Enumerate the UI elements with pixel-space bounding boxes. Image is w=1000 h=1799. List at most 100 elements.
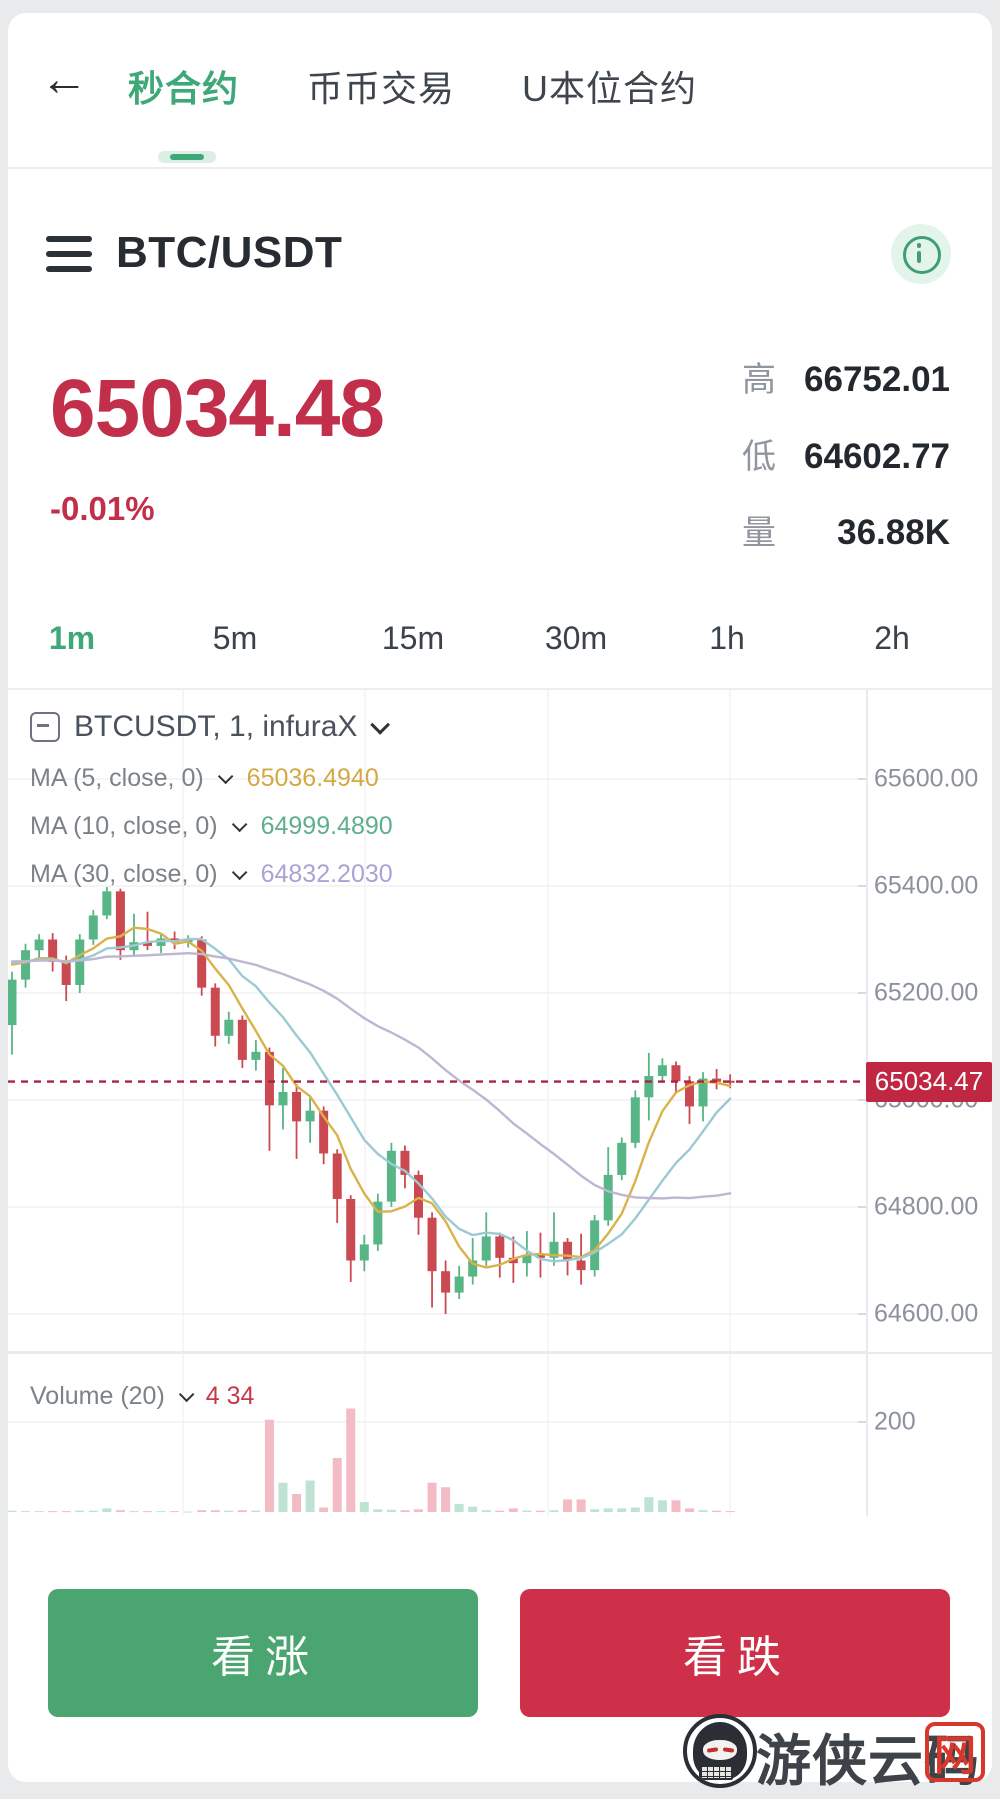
stat-volume-label: 量 (742, 514, 776, 552)
buy-up-button[interactable]: 看涨 (48, 1589, 478, 1717)
price-change-percent: -0.01% (50, 490, 155, 527)
collapse-pane-icon[interactable] (30, 712, 60, 742)
back-arrow-icon[interactable]: ← (40, 53, 88, 106)
candle-body (346, 1198, 356, 1261)
candle-body (549, 1241, 559, 1258)
candle-body (197, 939, 207, 988)
volume-bar (386, 1509, 396, 1512)
ma10-legend[interactable]: MA (10, close, 0) 64999.4890 (30, 812, 393, 841)
chevron-down-icon[interactable] (231, 864, 247, 881)
timeframe-divider (8, 688, 992, 690)
candle-body (210, 987, 220, 1036)
chevron-down-icon[interactable] (178, 1386, 195, 1403)
volume-bar (102, 1508, 112, 1512)
volume-bar (61, 1511, 71, 1513)
tab-spot-trading[interactable]: 币币交易 (307, 68, 456, 109)
candle-body (522, 1255, 532, 1264)
volume-bar (657, 1500, 667, 1512)
candle-body (576, 1260, 586, 1271)
timeframe-1m[interactable]: 1m (48, 620, 96, 656)
candle-body (373, 1201, 383, 1245)
volume-bar (644, 1497, 654, 1512)
candle-body (264, 1051, 274, 1106)
ma30-legend[interactable]: MA (30, close, 0) 64832.2030 (30, 860, 393, 889)
candle-body (156, 938, 166, 946)
chevron-down-icon[interactable] (217, 768, 234, 785)
candle-body (685, 1081, 694, 1107)
volume-bar (630, 1507, 640, 1512)
candle-body (386, 1150, 396, 1202)
volume-bar (685, 1508, 694, 1512)
volume-legend-value: 4 34 (205, 1382, 255, 1410)
candle-body (671, 1065, 681, 1082)
timeframe-15m[interactable]: 15m (381, 620, 445, 656)
tab-usdt-contract[interactable]: U本位合约 (522, 68, 697, 109)
MA5-line (10, 926, 732, 1269)
y-axis-label: 65400.00 (874, 871, 979, 900)
y-axis-label: 65600.00 (874, 764, 979, 793)
candle-body (48, 939, 58, 962)
volume-bar (210, 1510, 220, 1512)
volume-bar (481, 1510, 491, 1512)
ma30-value: 64832.2030 (260, 860, 393, 888)
stat-volume: 量 36.88K (742, 505, 950, 552)
candle-body (644, 1075, 654, 1098)
volume-bar (603, 1508, 613, 1512)
sell-down-button[interactable]: 看跌 (520, 1589, 950, 1717)
stat-high-value: 66752.01 (804, 360, 950, 399)
chevron-down-icon[interactable] (231, 816, 247, 833)
timeframe-5m[interactable]: 5m (212, 620, 258, 656)
volume-bar (183, 1511, 193, 1513)
volume-bar (115, 1510, 125, 1512)
candle-body (698, 1078, 708, 1107)
candle-body (603, 1174, 613, 1221)
volume-bar (156, 1511, 166, 1513)
volume-bar (522, 1510, 532, 1512)
candle-body (278, 1091, 288, 1106)
candle-body (441, 1271, 451, 1293)
candle-body (725, 1080, 735, 1083)
candle-body (332, 1153, 342, 1199)
volume-bar (251, 1510, 261, 1512)
tab-seconds-contract[interactable]: 秒合约 (128, 68, 240, 109)
volume-bar (88, 1510, 98, 1512)
stat-volume-value: 36.88K (837, 513, 950, 552)
stat-low-label: 低 (742, 438, 776, 476)
candle-body (617, 1142, 627, 1175)
nav-divider (8, 167, 992, 169)
timeframe-1h[interactable]: 1h (709, 620, 745, 656)
volume-bar (143, 1511, 152, 1513)
ma5-legend[interactable]: MA (5, close, 0) 65036.4940 (30, 764, 379, 793)
candlestick-chart[interactable] (8, 690, 866, 1516)
bottom-strip (0, 1782, 1000, 1799)
candle-body (251, 1051, 261, 1060)
pane-divider (8, 1352, 992, 1354)
active-tab-underline (170, 154, 204, 160)
volume-bar (305, 1480, 315, 1512)
chart-symbol-text: BTCUSDT, 1, infuraX (74, 710, 358, 743)
chart-symbol-legend[interactable]: BTCUSDT, 1, infuraX (30, 710, 391, 744)
ma30-label: MA (30, close, 0) (30, 860, 218, 888)
volume-bar (454, 1503, 464, 1512)
candle-body (657, 1065, 667, 1076)
candle-body (21, 950, 31, 980)
watermark-suffix: 网 (925, 1722, 985, 1782)
candle-body (305, 1110, 315, 1122)
stat-high: 高 66752.01 (742, 352, 950, 399)
timeframe-30m[interactable]: 30m (544, 620, 608, 656)
pair-title[interactable]: BTC/USDT (116, 228, 343, 277)
stat-high-label: 高 (742, 361, 776, 399)
volume-legend[interactable]: Volume (20) 4 34 (30, 1382, 254, 1411)
volume-bar (508, 1508, 518, 1512)
info-icon-stem (917, 251, 921, 263)
volume-bar (712, 1510, 722, 1512)
volume-bar (8, 1510, 17, 1512)
MA10-line (10, 937, 732, 1263)
volume-bar (468, 1506, 478, 1512)
candle-body (102, 891, 112, 916)
candle-body (712, 1078, 722, 1082)
candle-body (319, 1110, 329, 1154)
volume-bar (617, 1508, 627, 1512)
volume-bar (332, 1458, 342, 1512)
timeframe-2h[interactable]: 2h (874, 620, 910, 656)
